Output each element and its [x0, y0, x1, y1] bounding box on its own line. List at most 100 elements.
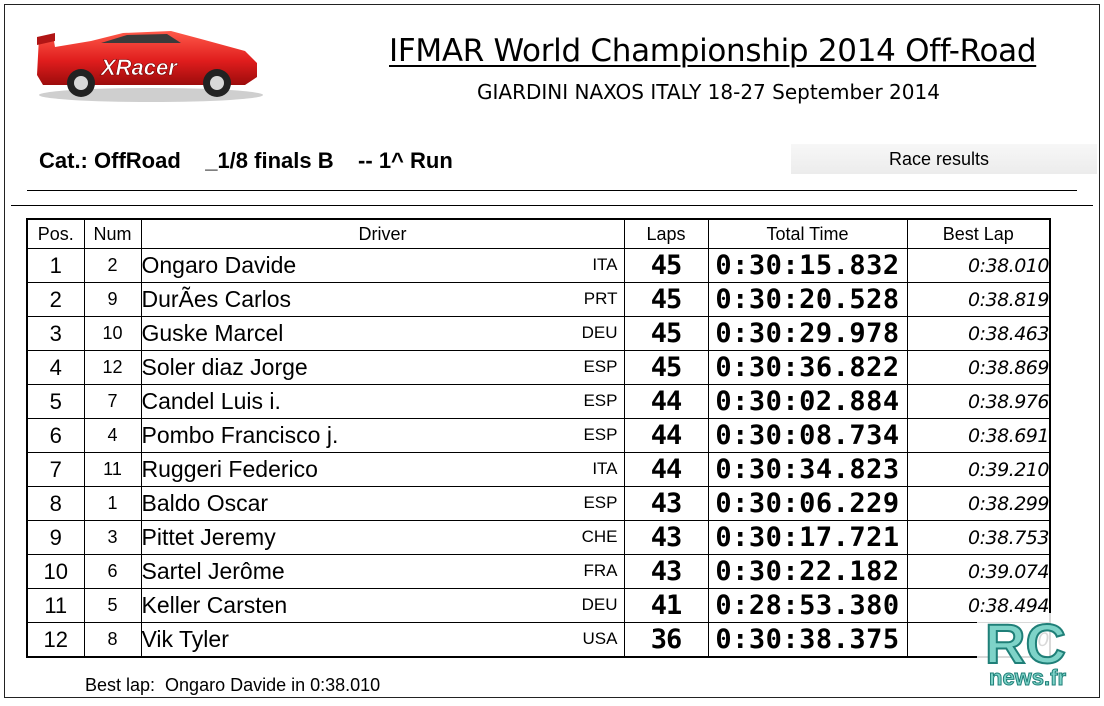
table-row: 7 11 Ruggeri Federico ITA 44 0:30:34.823 …: [26, 452, 1051, 487]
driver-name: Vik Tyler: [141, 626, 229, 652]
laps-cell: 41: [623, 588, 709, 623]
laps-cell: 44: [623, 384, 709, 419]
number-cell: 7: [83, 384, 142, 419]
total-time-cell: 0:30:29.978: [707, 316, 908, 351]
driver-name: Pittet Jeremy: [141, 524, 276, 550]
driver-cell: Vik Tyler USA: [140, 622, 625, 658]
total-time-cell: 0:30:06.229: [707, 486, 908, 521]
position-cell: 7: [26, 452, 85, 487]
best-lap-cell: 0:38.753: [906, 520, 1051, 555]
table-header-row: Pos. Num Driver Laps Total Time Best Lap: [26, 218, 1051, 249]
driver-name: Sartel Jerôme: [141, 558, 285, 584]
total-time-cell: 0:30:20.528: [707, 282, 908, 317]
driver-cell: Candel Luis i. ESP: [140, 384, 625, 419]
table-row: 5 7 Candel Luis i. ESP 44 0:30:02.884 0:3…: [26, 384, 1051, 419]
driver-cell: Guske Marcel DEU: [140, 316, 625, 351]
driver-cell: Ruggeri Federico ITA: [140, 452, 625, 487]
driver-name: Keller Carsten: [141, 592, 288, 618]
number-cell: 10: [83, 316, 142, 351]
total-time-cell: 0:30:36.822: [707, 350, 908, 385]
position-cell: 3: [26, 316, 85, 351]
nationality: CHE: [581, 527, 618, 546]
driver-cell: Sartel Jerôme FRA: [140, 554, 625, 589]
position-cell: 12: [26, 622, 85, 658]
best-lap-cell: 0:39.210: [906, 452, 1051, 487]
table-row: 9 3 Pittet Jeremy CHE 43 0:30:17.721 0:38…: [26, 520, 1051, 555]
column-header-laps: Laps: [623, 218, 709, 249]
best-lap-cell: 0:38.819: [906, 282, 1051, 317]
number-cell: 11: [83, 452, 142, 487]
table-row: 8 1 Baldo Oscar ESP 43 0:30:06.229 0:38.2…: [26, 486, 1051, 521]
best-lap-cell: 0:38.691: [906, 418, 1051, 453]
number-cell: 3: [83, 520, 142, 555]
position-cell: 8: [26, 486, 85, 521]
nationality: USA: [582, 629, 618, 648]
nationality: ITA: [592, 459, 618, 478]
best-lap-cell: 0:38.976: [906, 384, 1051, 419]
logo-text: XRacer: [99, 55, 178, 80]
column-header-pos: Pos.: [26, 218, 85, 249]
position-cell: 4: [26, 350, 85, 385]
driver-cell: Pombo Francisco j. ESP: [140, 418, 625, 453]
column-header-total-time: Total Time: [707, 218, 908, 249]
laps-cell: 45: [623, 248, 709, 283]
nationality: DEU: [581, 323, 618, 342]
nationality: ESP: [583, 493, 618, 512]
nationality: DEU: [581, 595, 618, 614]
table-row: 4 12 Soler diaz Jorge ESP 45 0:30:36.822 …: [26, 350, 1051, 385]
driver-name: Soler diaz Jorge: [141, 354, 308, 380]
category-label: Cat.: OffRoad _1/8 finals B -- 1^ Run: [39, 148, 453, 173]
position-cell: 11: [26, 588, 85, 623]
position-cell: 9: [26, 520, 85, 555]
number-cell: 6: [83, 554, 142, 589]
total-time-cell: 0:30:34.823: [707, 452, 908, 487]
position-cell: 6: [26, 418, 85, 453]
driver-name: Ruggeri Federico: [141, 456, 318, 482]
number-cell: 2: [83, 248, 142, 283]
best-lap-cell: 0:38.010: [906, 248, 1051, 283]
driver-cell: Baldo Oscar ESP: [140, 486, 625, 521]
nationality: ESP: [583, 391, 618, 410]
best-lap-cell: 0:38.299: [906, 486, 1051, 521]
position-cell: 2: [26, 282, 85, 317]
laps-cell: 36: [623, 622, 709, 658]
driver-name: DurÃes Carlos: [141, 286, 292, 312]
results-sheet: XRacer IFMAR World Championship 2014 Off…: [4, 4, 1100, 698]
number-cell: 8: [83, 622, 142, 658]
table-row: 1 2 Ongaro Davide ITA 45 0:30:15.832 0:38…: [26, 248, 1051, 283]
divider: [27, 190, 1077, 191]
number-cell: 5: [83, 588, 142, 623]
number-cell: 9: [83, 282, 142, 317]
position-cell: 10: [26, 554, 85, 589]
position-cell: 5: [26, 384, 85, 419]
total-time-cell: 0:28:53.380: [707, 588, 908, 623]
laps-cell: 44: [623, 418, 709, 453]
total-time-cell: 0:30:17.721: [707, 520, 908, 555]
total-time-cell: 0:30:02.884: [707, 384, 908, 419]
number-cell: 12: [83, 350, 142, 385]
number-cell: 1: [83, 486, 142, 521]
driver-name: Ongaro Davide: [141, 252, 297, 278]
table-row: 6 4 Pombo Francisco j. ESP 44 0:30:08.734…: [26, 418, 1051, 453]
nationality: PRT: [583, 289, 618, 308]
driver-name: Guske Marcel: [141, 320, 284, 346]
table-row: 2 9 DurÃes Carlos PRT 45 0:30:20.528 0:38…: [26, 282, 1051, 317]
nationality: ESP: [583, 425, 618, 444]
table-row: 11 5 Keller Carsten DEU 41 0:28:53.380 0:…: [26, 588, 1051, 623]
results-table: Pos. Num Driver Laps Total Time Best Lap…: [26, 218, 1051, 658]
number-cell: 4: [83, 418, 142, 453]
table-row: 3 10 Guske Marcel DEU 45 0:30:29.978 0:38…: [26, 316, 1051, 351]
position-cell: 1: [26, 248, 85, 283]
laps-cell: 43: [623, 520, 709, 555]
laps-cell: 45: [623, 350, 709, 385]
page-title: IFMAR World Championship 2014 Off-Road: [389, 33, 1037, 69]
best-lap-cell: 0:38.463: [906, 316, 1051, 351]
column-header-driver: Driver: [140, 218, 625, 249]
driver-name: Pombo Francisco j.: [141, 422, 339, 448]
total-time-cell: 0:30:22.182: [707, 554, 908, 589]
results-body: 1 2 Ongaro Davide ITA 45 0:30:15.832 0:38…: [26, 248, 1051, 658]
column-header-num: Num: [83, 218, 142, 249]
driver-cell: Keller Carsten DEU: [140, 588, 625, 623]
column-header-best-lap: Best Lap: [906, 218, 1051, 249]
